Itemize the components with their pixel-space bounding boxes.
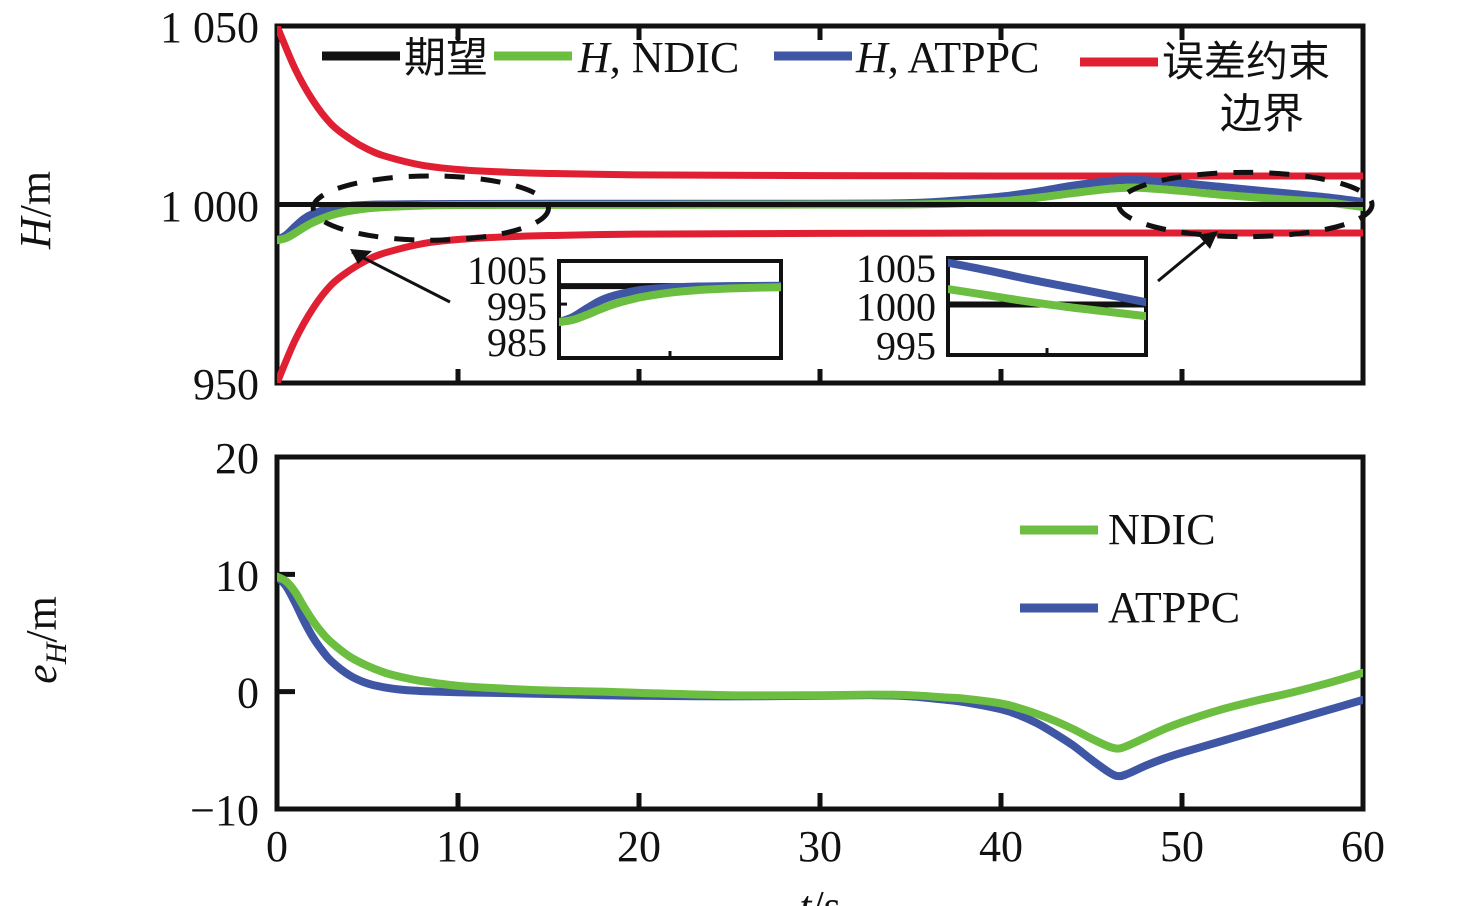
legend-label-atppc-italic: H [855, 33, 890, 82]
inset-left [557, 259, 783, 360]
legend-label-desired: 期望 [404, 33, 488, 82]
bottom-x-ticks [455, 793, 1185, 809]
inset-right-y-tick-label: 1000 [856, 285, 936, 330]
legend-label-ndic-italic: H [577, 33, 612, 82]
series-line-atppc [948, 258, 1146, 307]
bottom-y-axis-title-text: eH/m [17, 596, 73, 684]
bottom-y-axis-title: eH/m [17, 596, 73, 684]
inset-right-y-tick-label: 995 [876, 323, 936, 368]
annotation-leader-left [351, 250, 451, 304]
bottom-x-tick-label: 10 [436, 822, 480, 871]
bottom-x-tick-label: 0 [266, 822, 288, 871]
legend-label-bound: 误差约束 [1162, 37, 1330, 86]
bottom-x-axis-title-rest: /s [811, 882, 840, 906]
bottom-curves [277, 572, 1363, 781]
top-curves [277, 26, 1363, 383]
bottom-y-tick-label: 20 [215, 434, 259, 483]
bottom-x-tick-label: 30 [798, 822, 842, 871]
series-line-ndic [277, 572, 1363, 753]
top-y-tick-label: 950 [193, 360, 259, 409]
bottom-legend-label-ndic: NDIC [1108, 505, 1216, 554]
top-y-axis-title-italic: H [11, 215, 60, 250]
annotation-arrowhead-right [1198, 231, 1218, 249]
bottom-y-tick-label: 0 [237, 669, 259, 718]
annotation-ellipse-end [1116, 169, 1375, 240]
series-line-upper [277, 26, 1363, 180]
top-y-tick-label: 1 000 [160, 182, 259, 231]
inset-left-curves [559, 281, 781, 327]
bottom-panel [274, 454, 1366, 812]
bottom-legend: NDIC ATPPC [1020, 505, 1240, 632]
bottom-y-axis-title-main: e [17, 664, 66, 684]
top-annotations [310, 169, 1375, 304]
top-y-axis-title-rest: /m [11, 171, 60, 217]
bottom-y-axis-title-rest: /m [17, 596, 66, 642]
inset-left-y-tick-label: 995 [487, 284, 547, 329]
bottom-x-tick-label: 50 [1160, 822, 1204, 871]
bottom-y-axis-title-sub: H [40, 640, 73, 665]
series-line-lower [277, 229, 1363, 383]
legend-label-bound-line2: 边界 [1220, 89, 1304, 138]
inset-right-y-tick-label: 1005 [856, 246, 936, 291]
series-line-ndic [559, 283, 781, 327]
legend-label-ndic: H, NDIC [577, 33, 739, 82]
inset-right [946, 256, 1148, 357]
inset-left-y-tick-label: 985 [487, 320, 547, 365]
annotation-ellipse-start [310, 173, 552, 243]
top-y-tick-label: 1 050 [160, 3, 259, 52]
legend-label-atppc: H, ATPPC [855, 33, 1039, 82]
top-y-axis-title-text: H/m [11, 171, 60, 250]
legend-label-atppc-text: , ATPPC [888, 33, 1040, 82]
legend-label-ndic-text: , NDIC [610, 33, 740, 82]
annotation-arrowhead-left [350, 249, 372, 264]
bottom-x-tick-label: 40 [979, 822, 1023, 871]
bottom-x-tick-label: 60 [1341, 822, 1385, 871]
bottom-x-axis-title-italic: t [799, 882, 813, 906]
bottom-y-tick-label: 10 [215, 551, 259, 600]
inset-right-curves [948, 258, 1146, 321]
bottom-y-tick-label: −10 [190, 786, 259, 835]
top-y-axis-title: H/m [11, 171, 60, 250]
bottom-legend-label-atppc: ATPPC [1108, 583, 1240, 632]
top-x-ticks [455, 26, 1185, 383]
inset-left-y-tick-label: 1005 [467, 248, 547, 293]
top-panel [274, 23, 1366, 386]
bottom-x-axis-title: t/s [799, 882, 841, 906]
series-line-ndic [948, 285, 1146, 321]
top-y-tick-labels: 1 050 1 000 950 [160, 3, 259, 409]
bottom-x-tick-label: 20 [617, 822, 661, 871]
